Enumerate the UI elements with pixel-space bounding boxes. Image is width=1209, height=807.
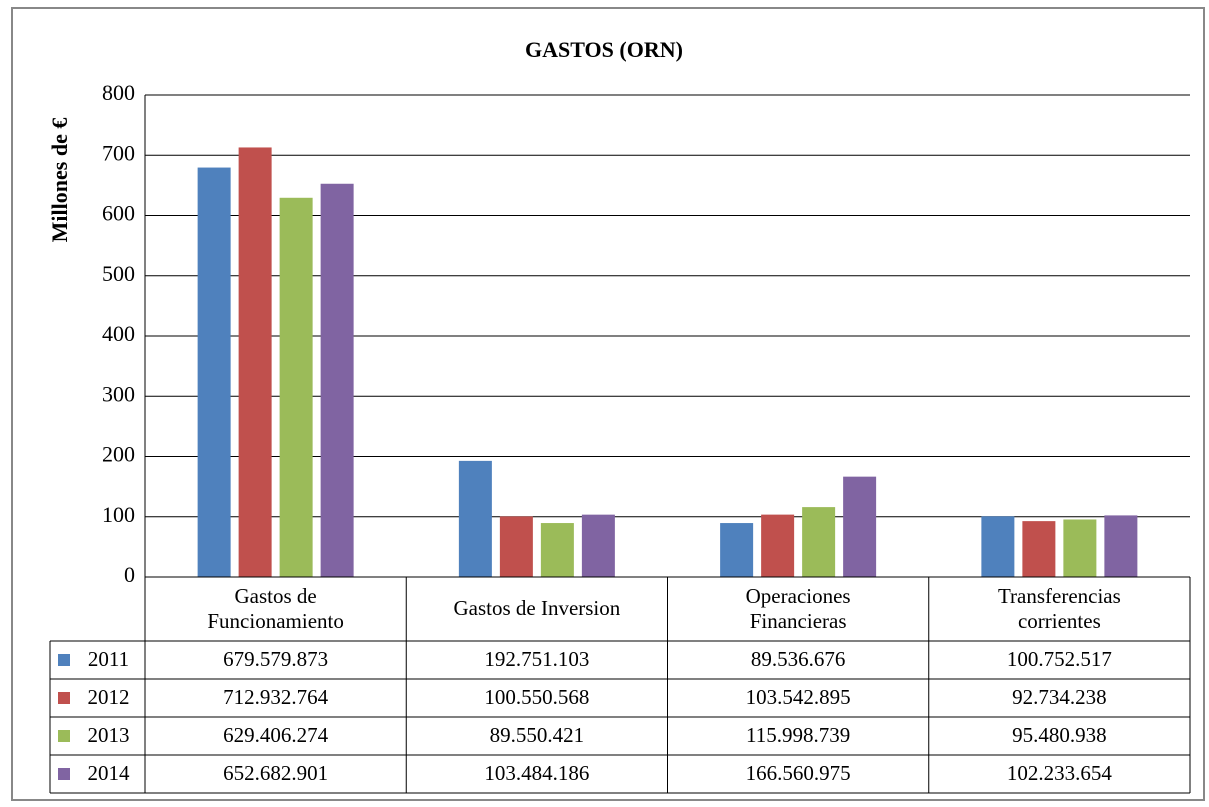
bar <box>1063 519 1097 577</box>
bar <box>761 514 795 577</box>
category-label: Gastos de Funcionamiento <box>207 583 344 633</box>
legend-swatch <box>58 730 70 742</box>
bar <box>320 183 354 577</box>
y-tick-label: 0 <box>124 562 135 587</box>
category-label: Operaciones Financieras <box>745 583 851 633</box>
bar <box>540 523 574 577</box>
bar <box>1022 521 1056 577</box>
y-tick-label: 800 <box>102 80 135 105</box>
legend-label: 2012 <box>87 685 130 710</box>
bar <box>720 523 754 577</box>
bar <box>499 516 533 577</box>
table-value: 92.734.238 <box>1012 685 1107 710</box>
chart-title: GASTOS (ORN) <box>525 37 683 62</box>
table-value: 192.751.103 <box>484 647 590 672</box>
table-value: 89.536.676 <box>750 647 846 672</box>
table-value: 89.550.421 <box>489 723 585 748</box>
table-value: 712.932.764 <box>223 685 329 710</box>
table-value: 629.406.274 <box>223 723 329 748</box>
bar <box>1104 515 1138 577</box>
bar <box>581 514 615 577</box>
table-value: 115.998.739 <box>746 723 851 748</box>
table-value: 95.480.938 <box>1012 723 1107 748</box>
table-value: 679.579.873 <box>223 647 329 672</box>
legend-swatch <box>58 692 70 704</box>
table-value: 652.682.901 <box>223 761 329 786</box>
y-tick-label: 400 <box>102 321 135 346</box>
bar <box>843 476 877 577</box>
category-label: Transferencias corrientes <box>997 583 1121 633</box>
legend-label: 2014 <box>87 761 130 786</box>
table-value: 100.550.568 <box>484 685 590 710</box>
bar <box>238 147 272 577</box>
y-tick-label: 100 <box>102 502 135 527</box>
y-tick-label: 300 <box>102 381 135 406</box>
y-tick-label: 600 <box>102 201 135 226</box>
y-tick-label: 200 <box>102 442 135 467</box>
legend-label: 2013 <box>87 723 130 748</box>
table-value: 102.233.654 <box>1006 761 1112 786</box>
table-value: 100.752.517 <box>1006 647 1112 672</box>
table-value: 166.560.975 <box>745 761 851 786</box>
legend-swatch <box>58 768 70 780</box>
bar <box>458 460 492 577</box>
category-label: Gastos de Inversion <box>453 596 621 621</box>
legend-swatch <box>58 654 70 666</box>
y-tick-label: 500 <box>102 261 135 286</box>
bar <box>802 507 836 577</box>
legend-label: 2011 <box>87 647 130 672</box>
table-value: 103.542.895 <box>745 685 851 710</box>
bar <box>279 197 313 577</box>
table-value: 103.484.186 <box>484 761 590 786</box>
bar <box>197 167 231 577</box>
y-tick-label: 700 <box>102 140 135 165</box>
y-axis-label: Millones de € <box>47 118 72 243</box>
bar <box>981 516 1015 577</box>
